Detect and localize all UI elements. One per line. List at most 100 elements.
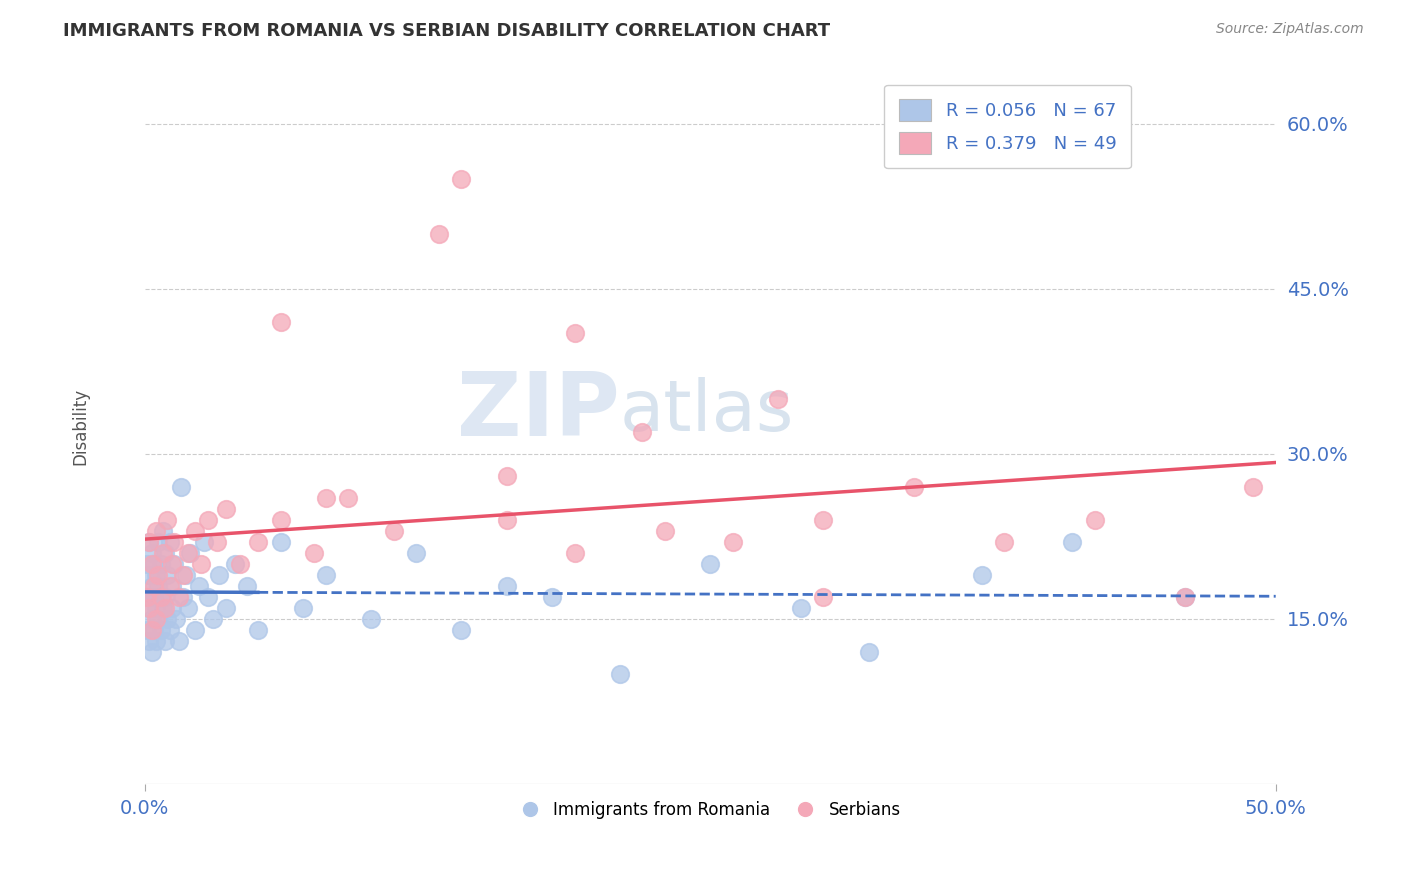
Point: [190, 557, 212, 571]
Point: [450, 623, 472, 637]
Point: [148, 534, 170, 549]
Point: [495, 468, 517, 483]
Point: [766, 392, 789, 406]
Point: [145, 567, 167, 582]
Point: [197, 590, 219, 604]
Text: ZIP: ZIP: [457, 368, 620, 455]
Point: [564, 326, 586, 340]
Point: [138, 633, 160, 648]
Point: [699, 557, 721, 571]
Point: [167, 590, 190, 604]
Point: [813, 513, 835, 527]
Point: [142, 557, 165, 571]
Point: [172, 567, 194, 582]
Point: [136, 590, 159, 604]
Point: [163, 534, 186, 549]
Point: [163, 557, 186, 571]
Point: [141, 579, 163, 593]
Point: [159, 623, 181, 637]
Point: [138, 567, 160, 582]
Point: [270, 534, 292, 549]
Point: [136, 590, 159, 604]
Point: [177, 600, 200, 615]
Point: [145, 600, 167, 615]
Point: [138, 600, 160, 615]
Point: [166, 612, 188, 626]
Point: [179, 546, 201, 560]
Point: [138, 534, 160, 549]
Point: [152, 546, 174, 560]
Point: [138, 600, 160, 615]
Point: [160, 600, 183, 615]
Point: [153, 633, 176, 648]
Point: [152, 524, 174, 538]
Point: [148, 579, 170, 593]
Point: [138, 534, 160, 549]
Point: [382, 524, 405, 538]
Point: [304, 546, 326, 560]
Point: [141, 612, 163, 626]
Text: IMMIGRANTS FROM ROMANIA VS SERBIAN DISABILITY CORRELATION CHART: IMMIGRANTS FROM ROMANIA VS SERBIAN DISAB…: [63, 22, 831, 40]
Point: [993, 534, 1015, 549]
Point: [141, 645, 163, 659]
Point: [152, 600, 174, 615]
Point: [405, 546, 427, 560]
Point: [224, 557, 246, 571]
Point: [160, 579, 183, 593]
Point: [170, 480, 193, 494]
Point: [149, 590, 172, 604]
Point: [427, 227, 450, 241]
Point: [172, 590, 194, 604]
Point: [197, 513, 219, 527]
Point: [153, 546, 176, 560]
Point: [145, 633, 167, 648]
Point: [270, 315, 292, 329]
Point: [1062, 534, 1084, 549]
Point: [149, 590, 172, 604]
Point: [270, 513, 292, 527]
Point: [903, 480, 925, 494]
Point: [229, 557, 252, 571]
Point: [148, 612, 170, 626]
Point: [136, 557, 159, 571]
Point: [141, 623, 163, 637]
Point: [183, 623, 205, 637]
Point: [141, 546, 163, 560]
Point: [201, 612, 224, 626]
Point: [183, 524, 205, 538]
Point: [159, 579, 181, 593]
Point: [156, 513, 179, 527]
Point: [142, 623, 165, 637]
Point: [450, 171, 472, 186]
Point: [246, 623, 269, 637]
Point: [609, 666, 631, 681]
Text: atlas: atlas: [620, 377, 794, 446]
Point: [177, 546, 200, 560]
Point: [970, 567, 993, 582]
Point: [159, 534, 181, 549]
Y-axis label: Disability: Disability: [72, 387, 89, 465]
Point: [631, 425, 654, 439]
Point: [148, 567, 170, 582]
Point: [145, 612, 167, 626]
Point: [315, 491, 337, 505]
Point: [790, 600, 813, 615]
Point: [1174, 590, 1197, 604]
Point: [174, 567, 197, 582]
Point: [495, 513, 517, 527]
Point: [142, 579, 165, 593]
Point: [858, 645, 880, 659]
Point: [149, 557, 172, 571]
Point: [360, 612, 382, 626]
Point: [654, 524, 676, 538]
Point: [337, 491, 360, 505]
Point: [292, 600, 315, 615]
Text: Source: ZipAtlas.com: Source: ZipAtlas.com: [1216, 22, 1364, 37]
Point: [235, 579, 257, 593]
Point: [141, 557, 163, 571]
Point: [188, 579, 211, 593]
Point: [215, 501, 238, 516]
Point: [721, 534, 744, 549]
Point: [153, 600, 176, 615]
Point: [315, 567, 337, 582]
